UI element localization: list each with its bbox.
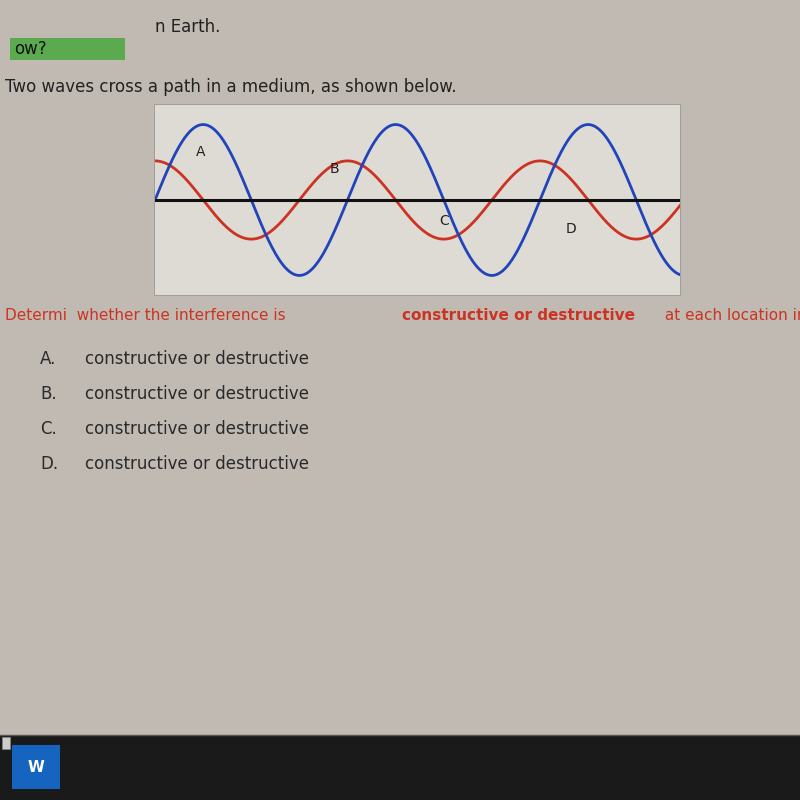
Text: constructive or destructive: constructive or destructive: [85, 420, 309, 438]
Bar: [2, 737, 10, 749]
Text: constructive or destructive: constructive or destructive: [402, 308, 635, 323]
Text: Determi  whether the interference is: Determi whether the interference is: [5, 308, 290, 323]
Bar: [10, 38, 125, 60]
Bar: [0, 735, 800, 800]
Text: n Earth.: n Earth.: [155, 18, 220, 36]
Text: W: W: [27, 759, 45, 774]
Text: constructive or destructive: constructive or destructive: [85, 385, 309, 403]
Text: B.: B.: [40, 385, 57, 403]
Text: constructive or destructive: constructive or destructive: [85, 350, 309, 368]
Text: C.: C.: [40, 420, 57, 438]
Text: A: A: [196, 146, 206, 159]
Text: B: B: [330, 162, 339, 176]
Text: ow?: ow?: [14, 40, 46, 58]
Text: A.: A.: [40, 350, 56, 368]
Text: constructive or destructive: constructive or destructive: [85, 455, 309, 473]
Text: Two waves cross a path in a medium, as shown below.: Two waves cross a path in a medium, as s…: [5, 78, 457, 96]
Bar: [12, 745, 60, 789]
Text: C: C: [439, 214, 449, 228]
Text: D.: D.: [40, 455, 58, 473]
Text: at each location indic: at each location indic: [660, 308, 800, 323]
Text: D: D: [566, 222, 576, 236]
Bar: [155, 105, 680, 295]
